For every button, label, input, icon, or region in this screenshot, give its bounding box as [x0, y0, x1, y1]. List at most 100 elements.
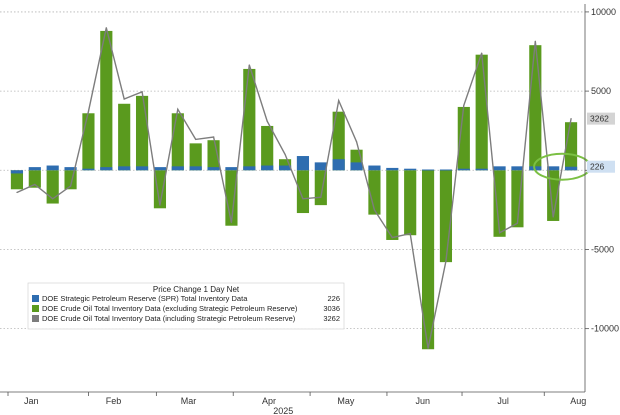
spr-bar — [368, 165, 381, 171]
spr-bar — [118, 166, 131, 171]
crude-ex-spr-bar — [261, 125, 274, 171]
total-inventory-point — [230, 221, 233, 224]
crude-ex-spr-bar — [135, 95, 149, 171]
total-line-series — [16, 27, 572, 350]
last-value-badges: 3262 226 — [587, 112, 615, 173]
x-year-label: 2025 — [273, 406, 293, 415]
total-inventory-point — [141, 91, 143, 93]
crude-ex-spr-bar — [207, 140, 220, 171]
legend-swatch — [32, 295, 39, 302]
spr-bar — [404, 168, 417, 171]
crude-ex-spr-bar — [493, 170, 506, 237]
crude-ex-spr-bar — [511, 170, 524, 228]
crude-ex-spr-bar — [332, 111, 345, 171]
spr-bar — [171, 166, 184, 171]
total-inventory-point — [284, 153, 286, 156]
crude-ex-spr-bar — [225, 170, 238, 226]
total-inventory-point — [427, 347, 429, 350]
spr-bar — [82, 168, 95, 171]
spr-bar — [457, 168, 470, 171]
last-value-badge-bg — [587, 112, 615, 125]
x-tick-label-jul: Jul — [497, 396, 509, 406]
spr-bar — [564, 166, 578, 171]
crude-ex-spr-bar — [171, 113, 184, 171]
crude-ex-spr-bar — [296, 170, 310, 214]
legend-title: Price Change 1 Day Net — [153, 285, 240, 294]
x-tick-label-jun: Jun — [415, 396, 430, 406]
last-value-badge-label: 226 — [590, 162, 604, 172]
total-inventory-point — [320, 196, 322, 198]
spr-bar — [547, 166, 560, 171]
total-inventory-point — [212, 136, 215, 138]
y-tick-label: -10000 — [591, 324, 619, 334]
legend-entry-value: 226 — [327, 294, 340, 303]
total-inventory-point — [52, 198, 54, 200]
total-inventory-point — [105, 27, 107, 29]
spr-bar — [511, 166, 524, 171]
total-inventory-point — [123, 98, 125, 100]
total-inventory-point — [570, 118, 572, 120]
total-inventory-line — [16, 27, 572, 349]
bar-marks — [10, 30, 578, 350]
spr-bar — [278, 165, 292, 171]
total-inventory-point — [338, 100, 340, 102]
x-tick-label-may: May — [337, 396, 355, 406]
crude-ex-spr-bar — [100, 30, 113, 171]
total-inventory-point — [266, 120, 268, 122]
crude-ex-spr-bar — [368, 170, 381, 215]
total-inventory-point — [481, 52, 483, 54]
spr-bar — [100, 167, 113, 171]
crude-ex-spr-bar — [46, 170, 59, 204]
legend-entry-value: 3262 — [323, 314, 340, 323]
y-tick-label: 5000 — [591, 86, 611, 96]
total-inventory-point — [355, 141, 358, 143]
x-tick-label-aug: Aug — [570, 396, 586, 406]
legend-entry-value: 3036 — [323, 304, 340, 313]
spr-bar — [421, 169, 435, 171]
spr-bar — [10, 170, 24, 174]
spr-bar — [386, 167, 399, 171]
x-axis: Jan Feb Mar Apr May Jun Jul Aug 2025 — [0, 391, 586, 415]
crude-ex-spr-bar — [28, 170, 41, 188]
y-tick-label: -5000 — [591, 244, 614, 254]
spr-bar — [493, 166, 506, 171]
spr-bar — [439, 169, 453, 171]
legend-entry-label: DOE Strategic Petroleum Reserve (SPR) To… — [42, 294, 248, 303]
x-tick-label-feb: Feb — [106, 396, 122, 406]
crude-ex-spr-bar — [82, 113, 95, 171]
legend-entry-label: DOE Crude Oil Total Inventory Data (incl… — [42, 314, 296, 323]
spr-bar — [189, 166, 202, 171]
total-inventory-point — [534, 40, 536, 42]
spr-bar — [28, 167, 41, 171]
total-inventory-point — [248, 64, 250, 66]
total-inventory-point — [177, 108, 179, 110]
spr-bar — [475, 168, 488, 171]
crude-ex-spr-bar — [386, 170, 399, 240]
crude-ex-spr-bar — [457, 106, 470, 171]
spr-bar — [296, 156, 310, 171]
total-inventory-point — [391, 236, 393, 239]
total-inventory-point — [34, 183, 36, 186]
spr-bar — [46, 165, 59, 171]
total-inventory-point — [498, 232, 501, 234]
crude-ex-spr-bar — [404, 170, 417, 236]
crude-ex-spr-bar — [529, 45, 542, 171]
crude-ex-spr-bar — [475, 54, 488, 171]
legend-entry-label: DOE Crude Oil Total Inventory Data (excl… — [42, 304, 298, 313]
total-inventory-point — [409, 233, 411, 235]
crude-ex-spr-bar — [243, 68, 256, 171]
spr-bar — [261, 165, 274, 171]
y-axis: 10000 5000 -5000 -10000 — [584, 4, 619, 392]
y-tick-label: 10000 — [591, 7, 616, 17]
total-inventory-point — [373, 209, 376, 211]
legend-swatch — [32, 305, 39, 312]
crude-ex-spr-bar — [118, 103, 131, 171]
crude-ex-spr-bar — [421, 170, 435, 350]
crude-ex-spr-bar — [278, 159, 292, 171]
crude-ex-spr-bar — [439, 170, 453, 263]
spr-bar — [314, 162, 327, 171]
total-inventory-point — [159, 204, 161, 206]
spr-bar — [350, 162, 363, 171]
